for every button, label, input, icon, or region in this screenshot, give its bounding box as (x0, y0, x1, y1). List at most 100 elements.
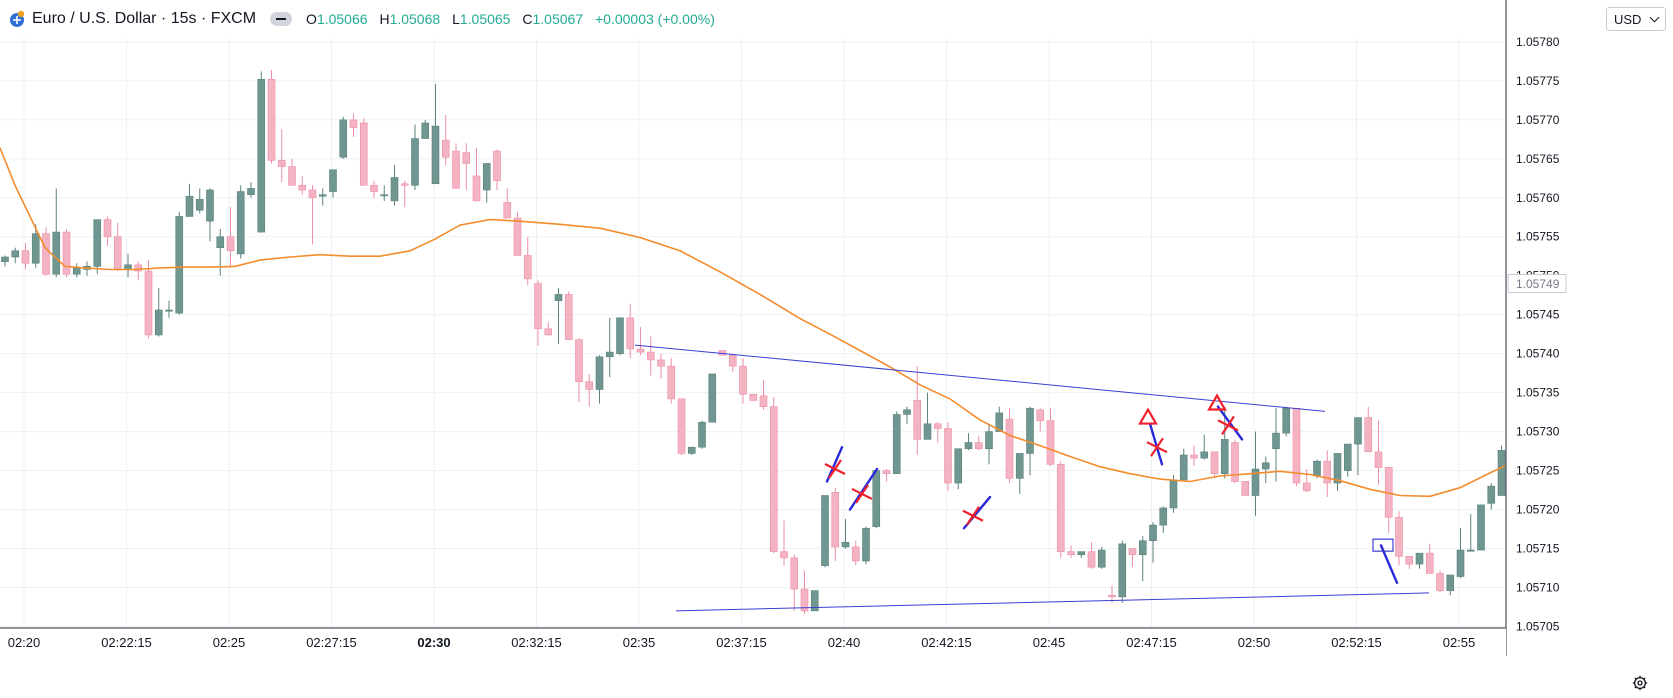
candle-body (1436, 573, 1444, 591)
candle-body (1210, 451, 1219, 474)
high-key: H (379, 11, 390, 27)
candle-body (1405, 555, 1414, 565)
candle-body (667, 365, 676, 400)
candle-body (677, 398, 686, 454)
candle-body (277, 160, 286, 167)
candle-body (995, 412, 1004, 432)
time-tick-label: 02:45 (1033, 635, 1066, 650)
candle-body (1282, 407, 1291, 434)
candle-body (821, 495, 829, 566)
chevron-down-icon (1650, 12, 1660, 22)
candle-body (790, 557, 799, 590)
candle-body (1251, 468, 1260, 496)
candle-body (1046, 420, 1055, 465)
candle-body (1108, 594, 1116, 598)
price-tick-label: 1.05735 (1516, 386, 1560, 400)
candle-body (1364, 417, 1373, 453)
candle-body (195, 199, 204, 211)
candle-body (1302, 482, 1311, 492)
candle-body (257, 79, 266, 233)
change-value: +0.00003 (+0.00%) (594, 11, 715, 27)
x-marker-stroke (1221, 415, 1235, 435)
x-marker (962, 506, 984, 526)
candle-body (554, 294, 563, 301)
price-tick-label: 1.05740 (1516, 347, 1560, 361)
fxcm-logo-icon (10, 10, 25, 27)
currency-select[interactable]: USD (1606, 7, 1666, 31)
candle-body (216, 236, 225, 248)
candle-body (206, 189, 214, 222)
time-tick-label: 02:30 (417, 635, 450, 650)
candle-body (534, 283, 542, 330)
current-price-label: 1.05749 (1516, 277, 1560, 291)
candle-body (411, 138, 419, 186)
time-tick-label: 02:55 (1443, 635, 1476, 650)
gear-icon[interactable] (1632, 675, 1648, 691)
candle-body (52, 231, 61, 275)
pen-stroke (848, 467, 879, 511)
candle-body (739, 365, 747, 395)
candle-body (1087, 551, 1096, 568)
symbol-title[interactable]: Euro / U.S. Dollar · 15s · FXCM (32, 10, 257, 27)
candle-body (523, 255, 532, 280)
candle-body (933, 423, 942, 429)
candle-body (400, 183, 409, 186)
candle-body (93, 219, 102, 267)
price-tick-label: 1.05765 (1516, 152, 1560, 166)
candle-body (1169, 479, 1178, 509)
time-tick-label: 02:42:15 (921, 635, 972, 650)
triangle-marker (1207, 393, 1227, 411)
candle-body (318, 194, 327, 197)
time-tick-label: 02:22:15 (101, 635, 152, 650)
time-tick-label: 02:50 (1238, 635, 1271, 650)
candle-body (165, 309, 173, 312)
candle-body (1036, 409, 1045, 421)
candle-body (298, 185, 307, 191)
x-marker (1217, 415, 1239, 435)
time-tick-label: 02:52:15 (1331, 635, 1382, 650)
candle-body (1425, 552, 1434, 574)
candle-body (1415, 552, 1424, 565)
currency-label: USD (1614, 11, 1642, 27)
candle-body (21, 250, 30, 264)
time-tick-label: 02:40 (828, 635, 861, 650)
candle-body (1323, 460, 1332, 484)
price-tick-label: 1.05780 (1516, 35, 1560, 49)
candle-body (944, 428, 952, 484)
candle-body (31, 233, 40, 264)
candle-body (1343, 443, 1352, 471)
candle-body (985, 431, 993, 450)
candle-body (1138, 540, 1147, 556)
candle-body (708, 373, 717, 423)
candle-body (616, 317, 624, 354)
candle-body (585, 381, 594, 390)
candle-body (759, 395, 768, 407)
candle-body (923, 423, 932, 440)
candle-body (134, 264, 143, 272)
price-tick-label: 1.05725 (1516, 464, 1560, 478)
candle-body (1374, 451, 1383, 468)
candle-body (1005, 418, 1014, 479)
candle-body (472, 175, 481, 202)
time-tick-label: 02:25 (213, 635, 246, 650)
pen-stroke (1148, 422, 1164, 466)
candle-body (646, 351, 655, 361)
collapse-button[interactable] (270, 12, 293, 26)
candle-body (380, 194, 389, 197)
candle-body (810, 590, 819, 612)
candle-body (513, 217, 522, 256)
x-marker-stroke (828, 459, 842, 479)
candle-body (452, 150, 460, 189)
candle-body (1067, 551, 1075, 556)
candle-body (1446, 574, 1455, 591)
candle-body (72, 267, 81, 275)
candle-body (749, 393, 758, 401)
candle-body (595, 356, 604, 390)
time-tick-label: 02:32:15 (511, 635, 562, 650)
candle-body (851, 546, 860, 562)
candle-body (236, 191, 245, 255)
candle-body (1179, 454, 1188, 481)
candle-body (359, 122, 368, 186)
close-value: 1.05067 (532, 11, 584, 27)
